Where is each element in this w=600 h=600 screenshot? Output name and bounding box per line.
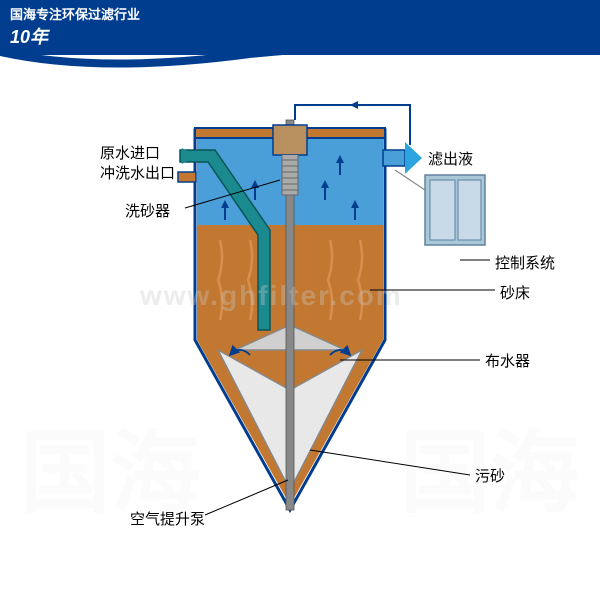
watermark: www.ghfilter.com bbox=[140, 280, 403, 312]
label-filtrate: 滤出液 bbox=[428, 148, 473, 169]
label-distributor: 布水器 bbox=[485, 350, 530, 371]
label-raw-water-inlet: 原水进口 bbox=[100, 142, 160, 163]
label-sand-bed: 砂床 bbox=[500, 282, 530, 303]
label-control-system: 控制系统 bbox=[495, 252, 555, 273]
label-wash-water-outlet: 冲洗水出口 bbox=[100, 162, 175, 183]
filter-diagram bbox=[0, 80, 600, 600]
label-sand-washer: 洗砂器 bbox=[125, 200, 170, 221]
banner-swoosh bbox=[0, 0, 600, 90]
label-dirty-sand: 污砂 bbox=[475, 465, 505, 486]
label-air-lift-pump: 空气提升泵 bbox=[130, 508, 205, 529]
